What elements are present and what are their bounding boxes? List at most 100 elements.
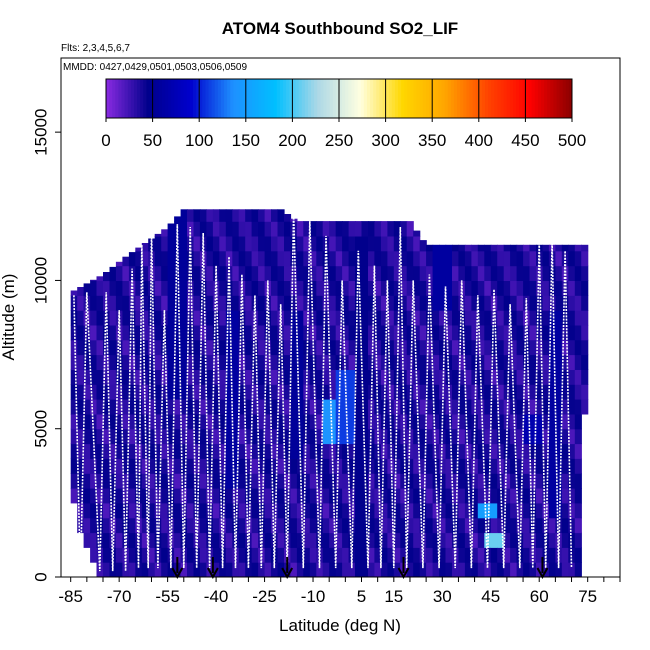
heatmap-cell [232, 458, 240, 474]
heatmap-cell [548, 532, 556, 548]
heatmap-cell [536, 369, 544, 385]
heatmap-cell [193, 280, 201, 296]
heatmap-cell [432, 339, 440, 356]
heatmap-cell [199, 295, 207, 311]
heatmap-cell [542, 473, 550, 489]
heatmap-cell [290, 310, 298, 326]
heatmap-cell [393, 443, 401, 459]
heatmap-cell [187, 310, 195, 326]
heatmap-cell [368, 532, 376, 548]
heatmap-cell [529, 399, 537, 415]
heatmap-cell [309, 488, 317, 504]
heatmap-cell [180, 235, 188, 252]
heatmap-cell [264, 532, 272, 548]
heatmap-cell [574, 354, 582, 370]
heatmap-cell [516, 473, 524, 489]
heatmap-cell [96, 399, 104, 415]
colorbar-swatch [205, 79, 210, 118]
colorbar-swatch [525, 79, 530, 118]
heatmap-cell [122, 399, 130, 415]
heatmap-cell [322, 369, 330, 385]
heatmap-cell [477, 532, 485, 548]
heatmap-cell [238, 517, 246, 534]
heatmap-cell [232, 562, 240, 577]
heatmap-cell [96, 369, 104, 385]
heatmap-cell [374, 280, 382, 296]
heatmap-cell [238, 250, 246, 267]
heatmap-cell [484, 339, 492, 356]
heatmap-cell [135, 250, 143, 267]
colorbar-swatch [398, 79, 402, 118]
heatmap-cell [109, 324, 117, 341]
heatmap-cell [490, 339, 498, 356]
heatmap-cell [174, 399, 182, 415]
colorbar-swatch [360, 79, 365, 118]
heatmap-cell [115, 354, 123, 370]
heatmap-cell [180, 265, 188, 281]
heatmap-cell [199, 428, 207, 445]
heatmap-cell [523, 502, 531, 519]
colorbar-swatch [127, 79, 132, 118]
heatmap-cell [413, 488, 421, 504]
heatmap-cell [77, 287, 85, 296]
heatmap-cell [490, 399, 498, 415]
colorbar-swatch [329, 79, 334, 118]
heatmap-cell [419, 280, 427, 296]
heatmap-cell [471, 488, 479, 504]
heatmap-cell [290, 250, 298, 267]
heatmap-cell [225, 354, 233, 370]
heatmap-cell [206, 310, 214, 326]
heatmap-cell [484, 488, 492, 504]
heatmap-cell [503, 310, 511, 326]
heatmap-cell [355, 369, 363, 385]
heatmap-cell [161, 265, 169, 281]
heatmap-cell [561, 517, 569, 534]
heatmap-cell [232, 265, 240, 281]
heatmap-cell [290, 547, 298, 563]
heatmap-cell [561, 265, 569, 281]
heatmap-cell [484, 473, 492, 489]
heatmap-cell [322, 235, 330, 252]
heatmap-cell [225, 517, 233, 534]
heatmap-cell [548, 488, 556, 504]
heatmap-cell [206, 295, 214, 311]
heatmap-cell [83, 458, 91, 474]
colorbar-swatch [422, 79, 427, 118]
y-axis-label: Altitude (m) [0, 274, 18, 361]
heatmap-cell [406, 310, 414, 326]
heatmap-cell [122, 256, 130, 267]
heatmap-cell [316, 384, 324, 400]
heatmap-cell [322, 280, 330, 296]
heatmap-cell [271, 354, 279, 370]
heatmap-cell [199, 473, 207, 489]
heatmap-cell [510, 532, 518, 548]
heatmap-cell [342, 295, 350, 311]
heatmap-cell [309, 413, 317, 430]
heatmap-cell [471, 295, 479, 311]
heatmap-cell [387, 547, 395, 563]
colorbar-swatch [516, 79, 520, 118]
heatmap-cell [128, 384, 136, 400]
heatmap-cell [199, 502, 207, 519]
heatmap-cell [141, 243, 149, 252]
heatmap-cell [193, 413, 201, 430]
heatmap-cell [90, 295, 98, 311]
heatmap-cell [426, 384, 434, 400]
heatmap-cell [199, 339, 207, 356]
heatmap-cell [277, 250, 285, 267]
heatmap-cell [523, 384, 531, 400]
heatmap-cell [400, 369, 408, 385]
colorbar-swatch [155, 79, 160, 118]
heatmap-cell [329, 473, 337, 489]
heatmap-cell [452, 458, 460, 474]
heatmap-cell [251, 428, 259, 445]
heatmap-cell [568, 458, 576, 474]
heatmap-cell [258, 473, 266, 489]
heatmap-cell [232, 235, 240, 252]
heatmap-cell [284, 235, 292, 252]
heatmap-cell [426, 354, 434, 370]
heatmap-cell [206, 324, 214, 341]
heatmap-cell [225, 488, 233, 504]
heatmap-cell [258, 369, 266, 385]
heatmap-cell [206, 265, 214, 281]
